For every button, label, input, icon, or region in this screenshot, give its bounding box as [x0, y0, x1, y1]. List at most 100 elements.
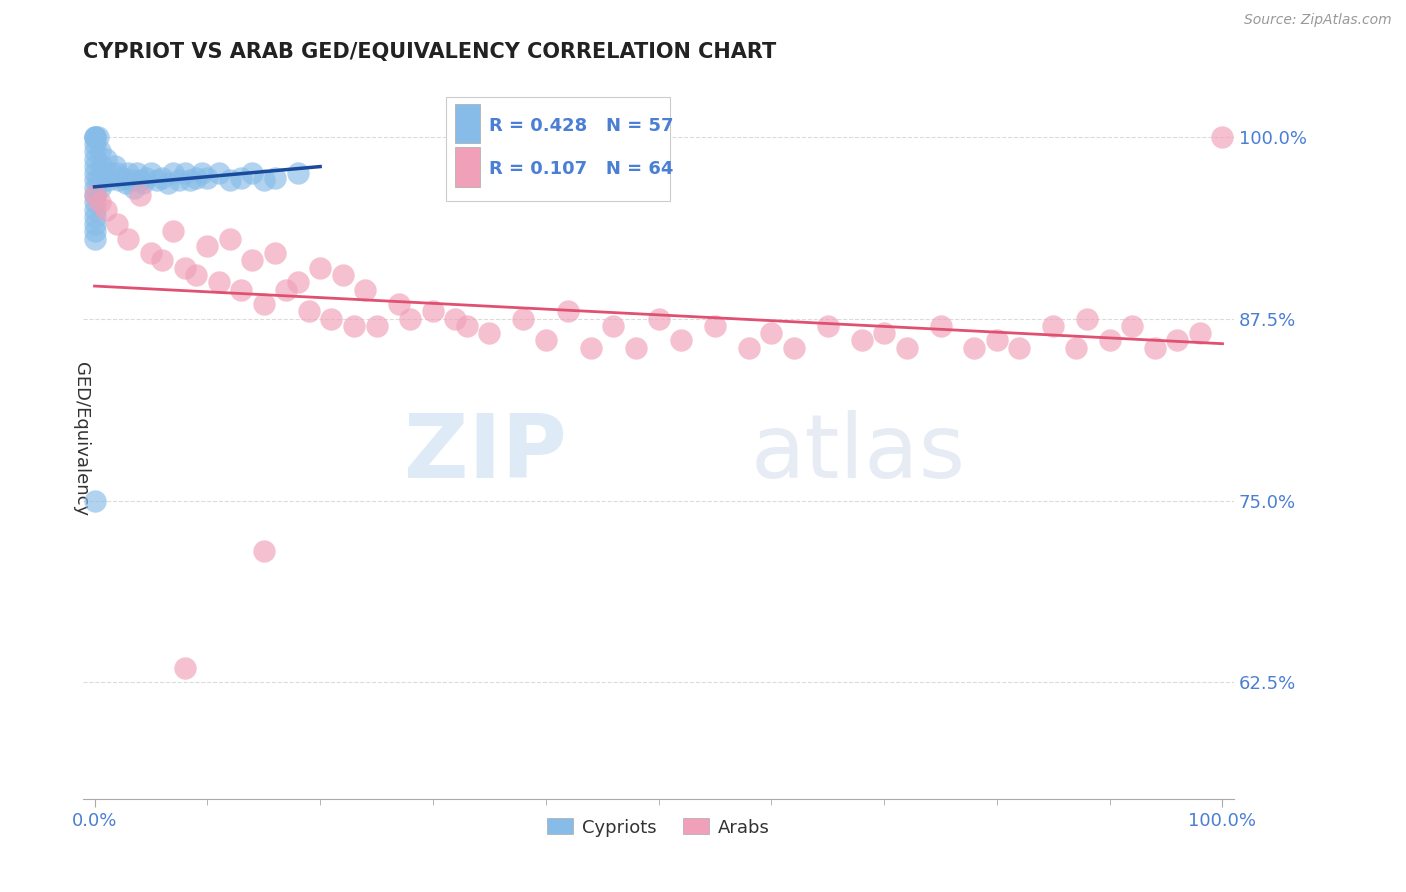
Point [83, 173, 105, 187]
Point [366, 318, 388, 333]
Point [264, 170, 287, 185]
Legend: Cypriots, Arabs: Cypriots, Arabs [540, 811, 778, 844]
Point [896, 341, 918, 355]
FancyBboxPatch shape [456, 103, 481, 144]
Point [83, 188, 105, 202]
Point [444, 311, 467, 326]
Point [184, 170, 207, 185]
Point [115, 177, 138, 191]
Point [287, 166, 309, 180]
Text: ZIP: ZIP [404, 409, 567, 497]
Point [1166, 334, 1188, 348]
Point [669, 334, 692, 348]
Point [354, 283, 377, 297]
Point [117, 232, 139, 246]
Point [253, 173, 276, 187]
Point [195, 170, 218, 185]
Point [738, 341, 761, 355]
Point [162, 166, 184, 180]
Point [478, 326, 501, 341]
Text: R = 0.107   N = 64: R = 0.107 N = 64 [489, 160, 673, 178]
Point [1042, 318, 1064, 333]
Point [231, 170, 253, 185]
Point [579, 341, 602, 355]
Point [534, 334, 557, 348]
Point [93, 166, 115, 180]
Point [83, 145, 105, 159]
Point [602, 318, 624, 333]
Point [83, 210, 105, 224]
Text: Source: ZipAtlas.com: Source: ZipAtlas.com [1244, 13, 1392, 28]
Point [309, 260, 332, 275]
Point [89, 180, 111, 194]
Point [287, 275, 309, 289]
Point [321, 311, 343, 326]
Point [87, 129, 110, 144]
Point [557, 304, 579, 318]
Point [264, 246, 287, 260]
Point [253, 297, 276, 311]
Point [108, 173, 131, 187]
Point [89, 195, 111, 210]
Point [83, 202, 105, 217]
Point [343, 318, 366, 333]
Point [963, 341, 986, 355]
Point [104, 159, 127, 173]
Point [167, 173, 190, 187]
Point [332, 268, 354, 282]
Point [851, 334, 873, 348]
Point [219, 173, 242, 187]
Point [624, 341, 647, 355]
Point [132, 177, 155, 191]
Point [817, 318, 839, 333]
Point [219, 232, 242, 246]
Point [162, 224, 184, 238]
Point [399, 311, 422, 326]
Point [121, 173, 143, 187]
Point [139, 166, 162, 180]
Point [929, 318, 952, 333]
Point [242, 166, 264, 180]
Point [703, 318, 725, 333]
Point [105, 166, 128, 180]
Point [83, 159, 105, 173]
Point [87, 173, 110, 187]
Point [647, 311, 669, 326]
Point [150, 170, 173, 185]
Point [83, 493, 105, 508]
Point [1211, 129, 1233, 144]
Point [111, 170, 134, 185]
Point [150, 253, 173, 268]
Point [761, 326, 783, 341]
Point [179, 173, 201, 187]
Point [512, 311, 534, 326]
Point [1098, 334, 1121, 348]
Point [122, 180, 145, 194]
Y-axis label: GED/Equivalency: GED/Equivalency [72, 361, 90, 516]
Point [94, 202, 117, 217]
Point [128, 188, 150, 202]
Point [190, 166, 212, 180]
Point [231, 283, 253, 297]
Point [207, 166, 229, 180]
Point [173, 661, 195, 675]
Point [388, 297, 411, 311]
Point [139, 246, 162, 260]
Point [156, 177, 179, 191]
Point [127, 166, 149, 180]
Point [1064, 341, 1087, 355]
Point [91, 159, 114, 173]
Point [298, 304, 321, 318]
Point [83, 188, 105, 202]
Point [276, 283, 298, 297]
Point [83, 129, 105, 144]
Point [207, 275, 229, 289]
Point [83, 137, 105, 152]
Point [253, 544, 276, 558]
Text: atlas: atlas [751, 409, 966, 497]
Point [83, 180, 105, 194]
Point [83, 166, 105, 180]
Point [83, 129, 105, 144]
Point [173, 166, 195, 180]
Point [873, 326, 896, 341]
